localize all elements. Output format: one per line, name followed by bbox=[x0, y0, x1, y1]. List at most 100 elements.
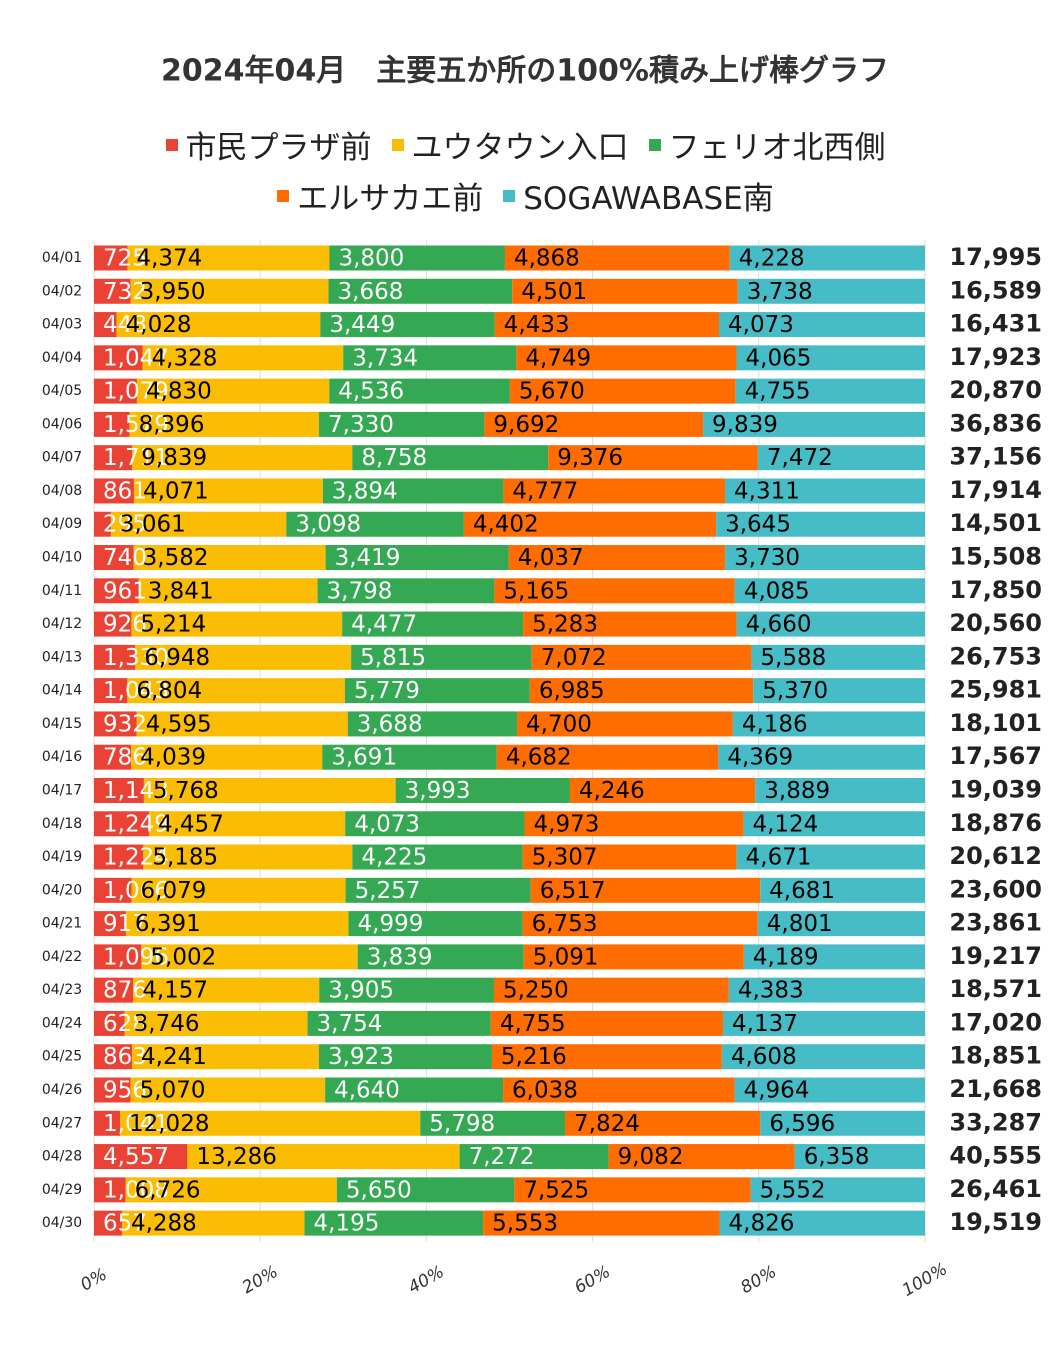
bar-segment bbox=[322, 478, 504, 504]
bar-segment bbox=[530, 877, 761, 903]
total-label: 26,753 bbox=[949, 642, 1042, 670]
data-label: 5,250 bbox=[503, 978, 569, 1004]
y-tick-label: 04/02 bbox=[42, 283, 82, 299]
bar-segment bbox=[94, 445, 133, 471]
bar-segment bbox=[307, 1010, 491, 1036]
bar-segment bbox=[548, 445, 758, 471]
data-label: 4,777 bbox=[512, 478, 578, 504]
total-label: 40,555 bbox=[949, 1142, 1042, 1170]
data-label: 5,670 bbox=[519, 379, 585, 405]
bar-segment bbox=[760, 877, 925, 903]
y-tick-label: 04/01 bbox=[42, 250, 82, 266]
data-label: 4,085 bbox=[744, 578, 810, 604]
data-label: 4,186 bbox=[742, 711, 808, 737]
bar-segment bbox=[94, 877, 132, 903]
legend-item: 市民プラザ前 bbox=[165, 122, 372, 167]
bar-segment bbox=[94, 611, 132, 637]
bar-segment bbox=[794, 1144, 925, 1170]
y-tick-label: 04/29 bbox=[42, 1182, 82, 1198]
legend-swatch bbox=[503, 189, 516, 202]
data-label: 3,841 bbox=[148, 578, 214, 604]
legend-label: SOGAWABASE南 bbox=[523, 181, 774, 217]
legend-item: SOGAWABASE南 bbox=[503, 173, 774, 218]
data-label: 5,588 bbox=[760, 645, 826, 671]
data-label: 5,650 bbox=[346, 1177, 412, 1203]
bar-segment bbox=[735, 378, 925, 404]
data-label: 4,433 bbox=[504, 312, 570, 338]
data-label: 4,477 bbox=[351, 612, 417, 638]
total-label: 17,020 bbox=[949, 1008, 1042, 1036]
bar-segment bbox=[94, 977, 134, 1003]
legend-label: 市民プラザ前 bbox=[185, 130, 372, 166]
bar-segment bbox=[344, 678, 530, 704]
data-label: 5,768 bbox=[153, 778, 219, 804]
data-label: 5,002 bbox=[150, 944, 216, 970]
data-label: 1,047 bbox=[103, 345, 169, 371]
total-label: 19,519 bbox=[949, 1208, 1042, 1236]
data-label: 1,579 bbox=[103, 412, 169, 438]
bar-segment bbox=[127, 245, 330, 271]
bar-segment bbox=[329, 245, 505, 271]
data-label: 932 bbox=[103, 711, 147, 737]
data-label: 4,973 bbox=[534, 811, 600, 837]
data-label: 5,370 bbox=[762, 678, 828, 704]
total-label: 19,039 bbox=[949, 775, 1042, 803]
bar-segment bbox=[348, 911, 523, 937]
y-tick-label: 04/27 bbox=[42, 1115, 82, 1131]
bar-segment bbox=[755, 777, 925, 803]
data-label: 7,824 bbox=[574, 1111, 640, 1137]
data-label: 4,311 bbox=[734, 478, 800, 504]
bar-segment bbox=[484, 411, 704, 437]
data-label: 1,224 bbox=[103, 845, 169, 871]
x-tick-label: 60% bbox=[571, 1262, 614, 1298]
bar-segment bbox=[132, 445, 353, 471]
y-tick-label: 04/11 bbox=[42, 583, 82, 599]
data-label: 5,070 bbox=[140, 1078, 206, 1104]
data-label: 3,061 bbox=[120, 512, 186, 538]
bar-segment bbox=[493, 977, 729, 1003]
bar-segment bbox=[719, 1210, 925, 1236]
bar-segment bbox=[718, 744, 925, 770]
bar-segment bbox=[318, 1044, 492, 1070]
bar-segment bbox=[743, 944, 925, 970]
data-label: 9,082 bbox=[618, 1144, 684, 1170]
bar-segment bbox=[490, 1010, 724, 1036]
data-label: 4,826 bbox=[729, 1211, 795, 1237]
bar-segment bbox=[743, 811, 925, 837]
bar-segment bbox=[459, 1144, 609, 1170]
data-label: 12,028 bbox=[129, 1111, 209, 1137]
y-tick-label: 04/28 bbox=[42, 1149, 82, 1165]
data-label: 786 bbox=[103, 745, 147, 771]
bar-segment bbox=[503, 1077, 735, 1103]
y-tick-label: 04/21 bbox=[42, 916, 82, 932]
data-label: 961 bbox=[103, 578, 147, 604]
data-label: 4,868 bbox=[514, 246, 580, 272]
data-label: 4,246 bbox=[579, 778, 645, 804]
legend-label: エルサカエ前 bbox=[297, 181, 484, 217]
bar-segment bbox=[721, 1044, 925, 1070]
total-label: 16,589 bbox=[949, 276, 1042, 304]
bar-segment bbox=[757, 445, 925, 471]
data-label: 4,999 bbox=[358, 911, 424, 937]
data-label: 7,525 bbox=[523, 1177, 589, 1203]
legend-swatch bbox=[648, 138, 661, 151]
data-label: 4,369 bbox=[727, 745, 793, 771]
data-label: 740 bbox=[103, 545, 147, 571]
bar-segment bbox=[110, 511, 287, 537]
total-label: 17,995 bbox=[949, 243, 1042, 271]
bar-segment bbox=[94, 378, 137, 404]
data-label: 3,894 bbox=[332, 478, 398, 504]
bar-segment bbox=[133, 545, 326, 571]
data-label: 5,553 bbox=[492, 1211, 558, 1237]
data-label: 3,688 bbox=[357, 711, 423, 737]
bar-segment bbox=[734, 578, 925, 604]
total-label: 37,156 bbox=[949, 443, 1042, 471]
data-label: 4,228 bbox=[739, 246, 805, 272]
data-label: 3,905 bbox=[328, 978, 394, 1004]
bar-segment bbox=[94, 911, 126, 937]
bar-segment bbox=[143, 844, 353, 870]
bar-segment bbox=[345, 811, 525, 837]
data-label: 4,374 bbox=[136, 246, 202, 272]
data-label: 1,079 bbox=[103, 379, 169, 405]
data-label: 1,008 bbox=[103, 1177, 169, 1203]
